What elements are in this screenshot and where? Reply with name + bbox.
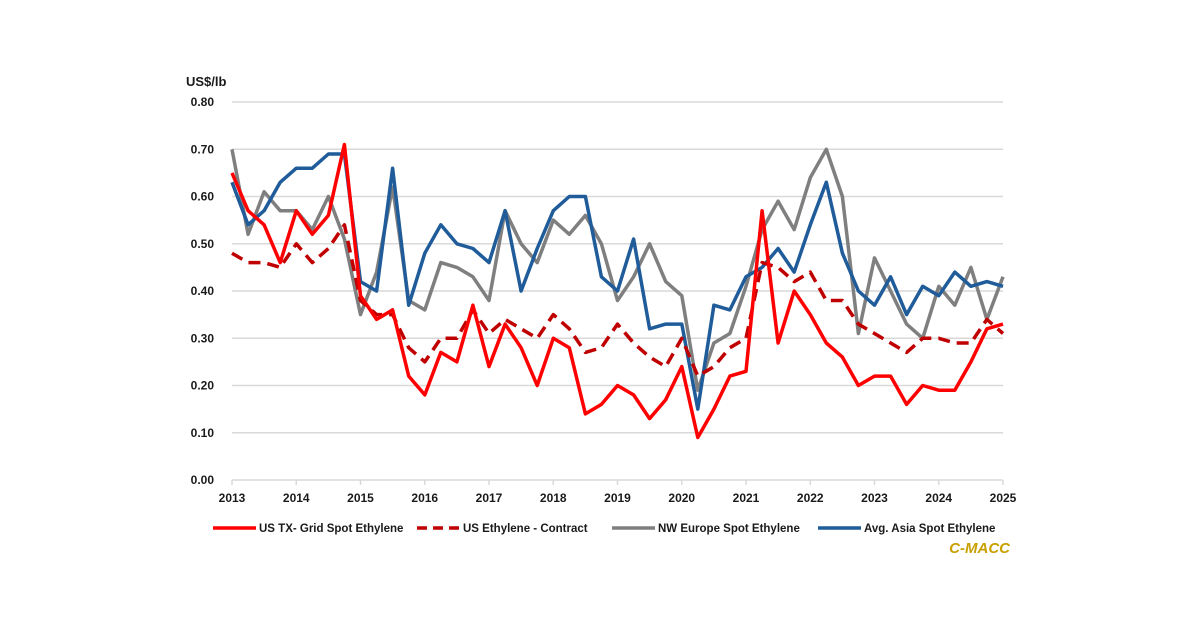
y-tick-label: 0.70 [191, 142, 215, 156]
legend-label: US Ethylene - Contract [463, 523, 588, 535]
y-tick-label: 0.50 [191, 237, 215, 251]
y-tick-label: 0.40 [191, 284, 215, 298]
x-axis-ticks: 2013 2014 2015 2016 2017 2018 2019 2020 2021 2022… [219, 480, 1017, 505]
x-tick-label: 2021 [733, 491, 760, 505]
series-line-us-ethylene-contract [231, 223, 1005, 378]
series-line-nw-europe-spot-ethylene [230, 147, 1005, 392]
x-tick-label: 2017 [476, 491, 503, 505]
y-axis-unit-label: US$/lb [186, 74, 227, 89]
x-tick-label: 2024 [925, 491, 952, 505]
x-tick-label: 2018 [540, 491, 567, 505]
x-tick-label: 2019 [604, 491, 631, 505]
y-tick-label: 0.00 [191, 473, 215, 487]
legend: US TX- Grid Spot Ethylene US Ethylene - C… [213, 523, 995, 535]
x-tick-label: 2022 [797, 491, 824, 505]
x-tick-label: 2016 [411, 491, 438, 505]
source-brand-label: C-MACC [949, 540, 1011, 557]
y-axis-ticks: 0.00 0.10 0.20 0.30 0.40 0.50 0.60 0.70 0.80 [191, 95, 215, 487]
series-line-us-tx-grid-spot-ethylene [230, 142, 1004, 440]
x-tick-label: 2013 [219, 491, 246, 505]
y-tick-label: 0.60 [191, 190, 215, 204]
y-tick-label: 0.10 [191, 426, 215, 440]
y-tick-label: 0.80 [191, 95, 215, 109]
x-tick-label: 2020 [668, 491, 695, 505]
legend-label: NW Europe Spot Ethylene [658, 523, 800, 535]
series-lines [230, 142, 1005, 440]
legend-label: Avg. Asia Spot Ethylene [864, 523, 995, 535]
x-tick-label: 2015 [347, 491, 374, 505]
series-line-avg-asia-spot-ethylene [230, 152, 1004, 411]
x-tick-label: 2023 [861, 491, 888, 505]
y-tick-label: 0.20 [191, 379, 215, 393]
y-tick-label: 0.30 [191, 331, 215, 345]
legend-label: US TX- Grid Spot Ethylene [259, 523, 403, 535]
x-tick-label: 2014 [283, 491, 310, 505]
x-tick-label: 2025 [990, 491, 1017, 505]
